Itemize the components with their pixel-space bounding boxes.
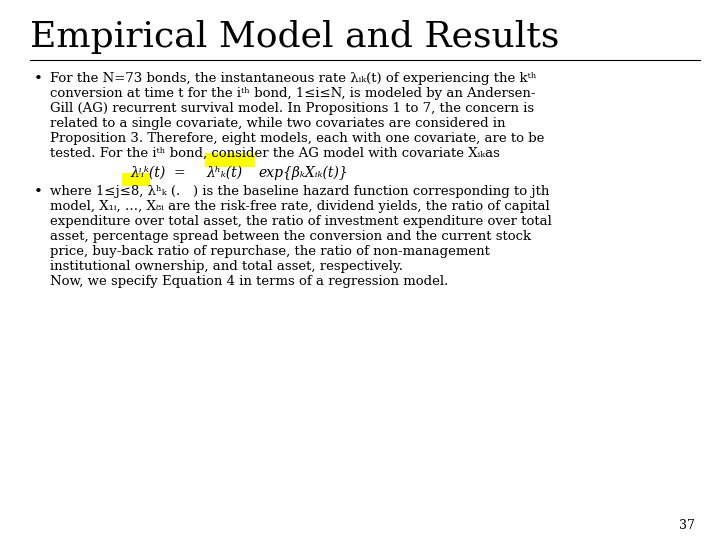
Text: related to a single covariate, while two covariates are considered in: related to a single covariate, while two… bbox=[50, 117, 505, 130]
Text: exp{βₖXᵢₖ(t)}: exp{βₖXᵢₖ(t)} bbox=[258, 166, 348, 180]
Text: λᵎᵢᵏ(t)  =: λᵎᵢᵏ(t) = bbox=[130, 166, 186, 180]
Text: model, X₁ᵢ, …, X₈ᵢ are the risk-free rate, dividend yields, the ratio of capital: model, X₁ᵢ, …, X₈ᵢ are the risk-free rat… bbox=[50, 200, 550, 213]
Text: Now, we specify Equation 4 in terms of a regression model.: Now, we specify Equation 4 in terms of a… bbox=[50, 275, 449, 288]
Text: expenditure over total asset, the ratio of investment expenditure over total: expenditure over total asset, the ratio … bbox=[50, 215, 552, 228]
FancyBboxPatch shape bbox=[122, 173, 150, 186]
Text: •: • bbox=[34, 72, 43, 86]
Text: 37: 37 bbox=[679, 519, 695, 532]
Text: price, buy-back ratio of repurchase, the ratio of non-management: price, buy-back ratio of repurchase, the… bbox=[50, 245, 490, 258]
Text: Proposition 3. Therefore, eight models, each with one covariate, are to be: Proposition 3. Therefore, eight models, … bbox=[50, 132, 544, 145]
Text: institutional ownership, and total asset, respectively.: institutional ownership, and total asset… bbox=[50, 260, 403, 273]
Text: For the N=73 bonds, the instantaneous rate λᵢₖ(t) of experiencing the kᵗʰ: For the N=73 bonds, the instantaneous ra… bbox=[50, 72, 536, 85]
Text: Empirical Model and Results: Empirical Model and Results bbox=[30, 20, 559, 54]
Text: asset, percentage spread between the conversion and the current stock: asset, percentage spread between the con… bbox=[50, 230, 531, 243]
Text: tested. For the iᵗʰ bond, consider the AG model with covariate Xᵢₖas: tested. For the iᵗʰ bond, consider the A… bbox=[50, 147, 500, 160]
Text: Gill (AG) recurrent survival model. In Propositions 1 to 7, the concern is: Gill (AG) recurrent survival model. In P… bbox=[50, 102, 534, 115]
Text: where 1≤j≤8, λʰₖ (.   ) is the baseline hazard function corresponding to jth: where 1≤j≤8, λʰₖ (. ) is the baseline ha… bbox=[50, 185, 549, 198]
Text: •: • bbox=[34, 185, 43, 199]
Text: conversion at time t for the iᵗʰ bond, 1≤i≤N, is modeled by an Andersen-: conversion at time t for the iᵗʰ bond, 1… bbox=[50, 87, 536, 100]
FancyBboxPatch shape bbox=[205, 153, 255, 167]
Text: λʰₖ(t): λʰₖ(t) bbox=[206, 166, 242, 180]
